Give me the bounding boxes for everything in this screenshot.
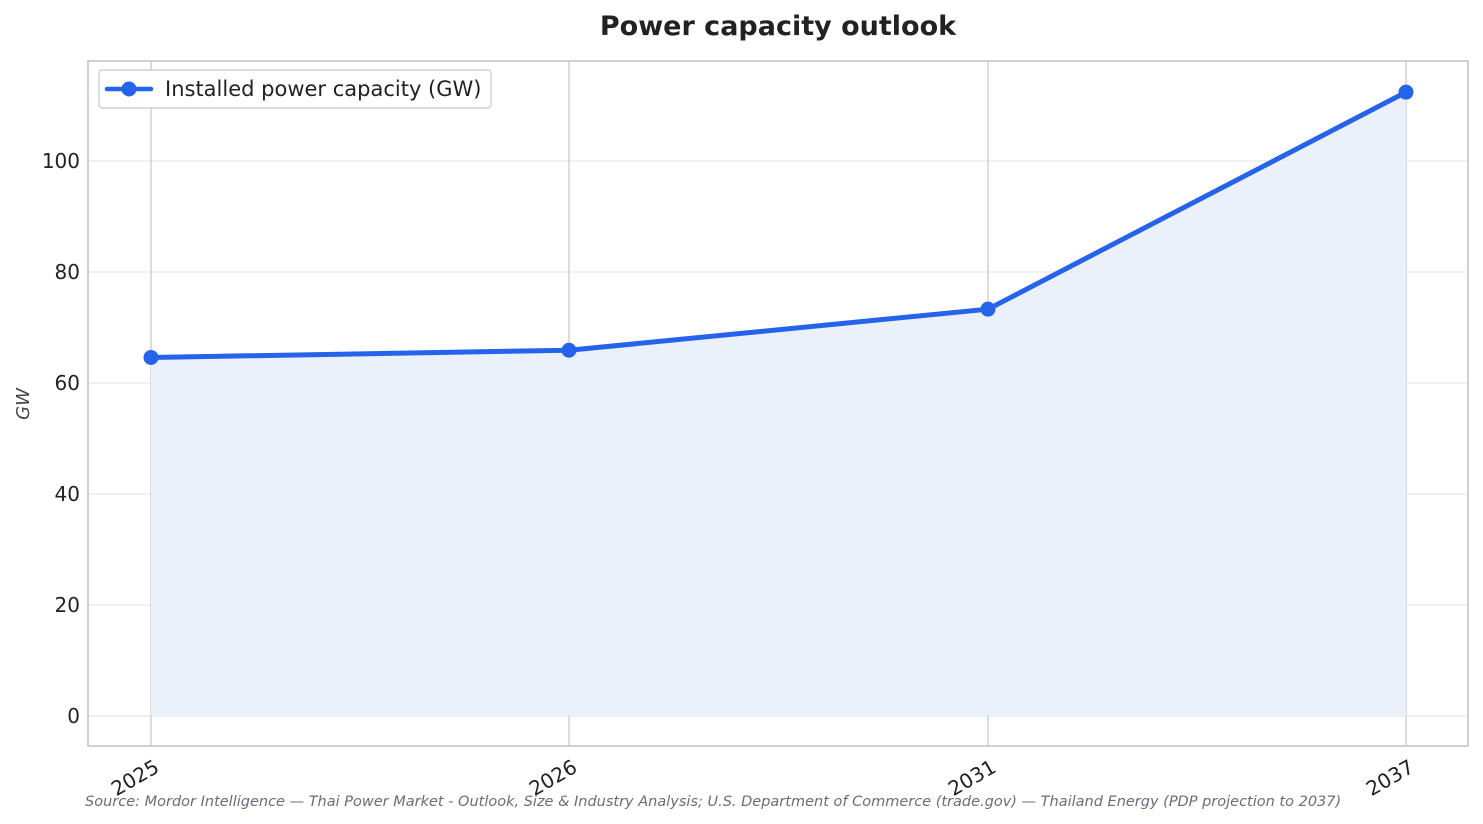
data-point-2025 xyxy=(143,349,159,365)
data-point-2031 xyxy=(980,301,996,317)
y-tick-label-20: 20 xyxy=(55,593,80,617)
y-axis-label: GW xyxy=(13,387,34,420)
y-tick-label-100: 100 xyxy=(42,149,80,173)
y-tick-label-40: 40 xyxy=(55,482,80,506)
data-point-2037 xyxy=(1398,84,1414,100)
source-note: Source: Mordor Intelligence — Thai Power… xyxy=(85,794,1341,810)
y-tick-label-0: 0 xyxy=(67,704,80,728)
chart-title: Power capacity outlook xyxy=(600,11,957,42)
legend-series-swatch-marker xyxy=(121,81,137,97)
plot-frame xyxy=(87,60,1469,747)
data-point-2026 xyxy=(561,342,577,358)
y-tick-label-60: 60 xyxy=(55,371,80,395)
legend-box xyxy=(98,69,492,109)
series-line xyxy=(148,89,1409,360)
series-area-fill xyxy=(151,92,1406,717)
y-tick-label-80: 80 xyxy=(55,260,80,284)
plot-area xyxy=(87,60,1469,747)
legend-series-label: Installed power capacity (GW) xyxy=(165,77,481,101)
legend: Installed power capacity (GW) xyxy=(98,69,492,109)
data-points xyxy=(143,84,1414,365)
y-axis-ticks: 0 20 40 60 80 100 xyxy=(42,149,80,728)
